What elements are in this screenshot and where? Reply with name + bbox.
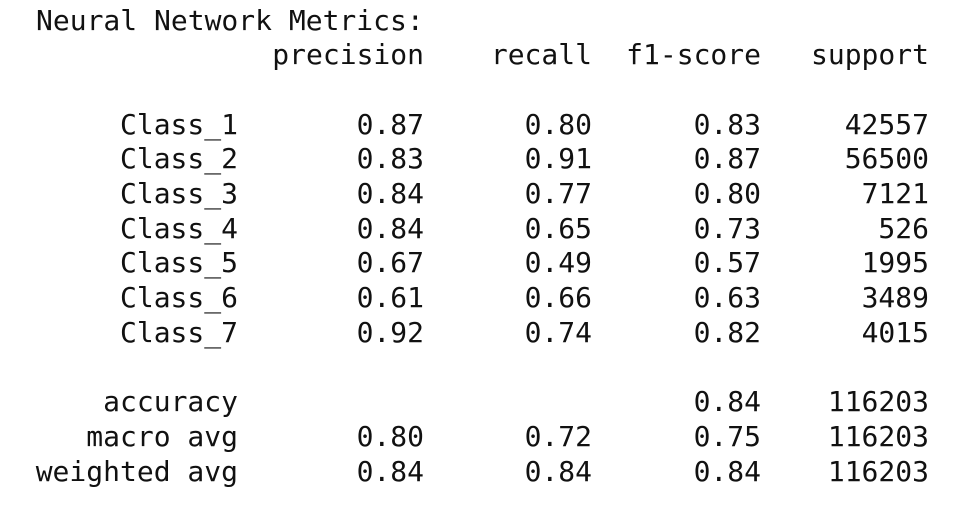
weighted-avg-label: weighted avg <box>35 455 238 488</box>
weighted-avg-precision: 0.84 <box>356 455 424 488</box>
f1-score-value: 0.83 <box>693 108 761 141</box>
recall-value: 0.49 <box>524 246 592 279</box>
precision-value: 0.84 <box>356 212 424 245</box>
recall-value: 0.66 <box>524 281 592 314</box>
f1-score-value: 0.80 <box>693 177 761 210</box>
f1-score-value: 0.87 <box>693 142 761 175</box>
recall-value: 0.77 <box>524 177 592 210</box>
header-f1-score: f1-score <box>626 38 761 71</box>
recall-value: 0.65 <box>524 212 592 245</box>
row-label: Class_2 <box>119 142 238 175</box>
support-value: 3489 <box>861 281 929 314</box>
row-label: Class_4 <box>119 212 238 245</box>
precision-value: 0.87 <box>356 108 424 141</box>
report-title: Neural Network Metrics: <box>36 4 424 37</box>
f1-score-value: 0.63 <box>693 281 761 314</box>
row-label: Class_3 <box>119 177 238 210</box>
weighted-avg-recall: 0.84 <box>524 455 592 488</box>
accuracy-label: accuracy <box>103 385 238 418</box>
support-value: 1995 <box>861 246 929 279</box>
weighted-avg-support: 116203 <box>827 455 929 488</box>
f1-score-value: 0.57 <box>693 246 761 279</box>
macro-avg-label: macro avg <box>86 420 238 453</box>
recall-value: 0.74 <box>524 316 592 349</box>
recall-value: 0.80 <box>524 108 592 141</box>
precision-value: 0.84 <box>356 177 424 210</box>
weighted-avg-f1-score: 0.84 <box>693 455 761 488</box>
precision-value: 0.83 <box>356 142 424 175</box>
precision-value: 0.92 <box>356 316 424 349</box>
accuracy-value: 0.84 <box>693 385 761 418</box>
support-value: 7121 <box>861 177 929 210</box>
support-value: 4015 <box>861 316 929 349</box>
f1-score-value: 0.82 <box>693 316 761 349</box>
row-label: Class_1 <box>119 108 238 141</box>
header-recall: recall <box>490 38 592 71</box>
support-value: 526 <box>878 212 929 245</box>
recall-value: 0.91 <box>524 142 592 175</box>
header-support: support <box>810 38 929 71</box>
support-value: 56500 <box>844 142 929 175</box>
precision-value: 0.61 <box>356 281 424 314</box>
precision-value: 0.67 <box>356 246 424 279</box>
support-value: 42557 <box>844 108 929 141</box>
row-label: Class_6 <box>119 281 238 314</box>
header-precision: precision <box>272 38 424 71</box>
macro-avg-recall: 0.72 <box>524 420 592 453</box>
row-label: Class_5 <box>119 246 238 279</box>
macro-avg-f1-score: 0.75 <box>693 420 761 453</box>
f1-score-value: 0.73 <box>693 212 761 245</box>
macro-avg-precision: 0.80 <box>356 420 424 453</box>
row-label: Class_7 <box>119 316 238 349</box>
accuracy-support: 116203 <box>827 385 929 418</box>
macro-avg-support: 116203 <box>827 420 929 453</box>
